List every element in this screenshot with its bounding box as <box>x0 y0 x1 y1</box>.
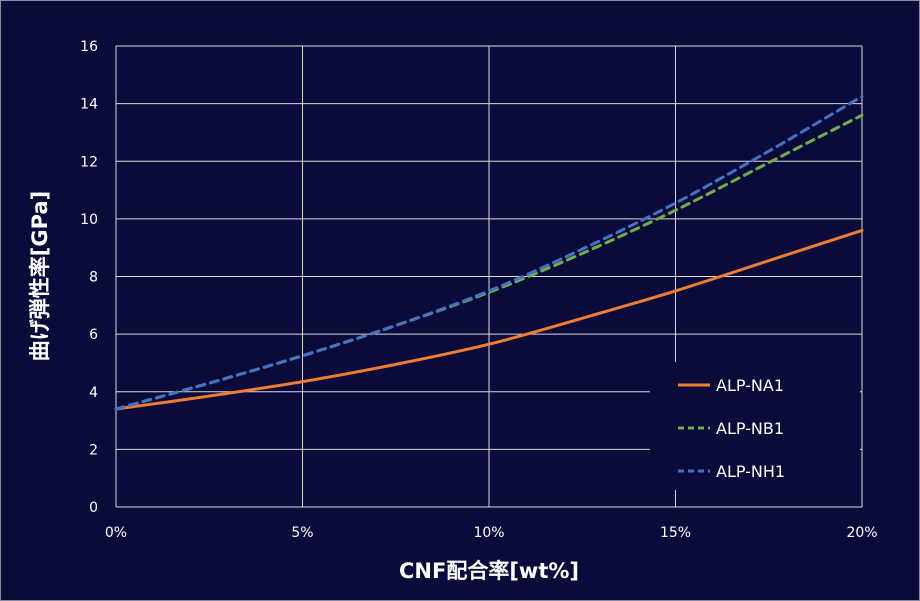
x-tick-label: 15% <box>660 525 691 541</box>
legend-background <box>650 362 860 490</box>
legend-label-alp-nh1: ALP-NH1 <box>716 462 785 481</box>
y-tick-label: 14 <box>80 97 98 113</box>
y-tick-label: 6 <box>89 327 98 343</box>
y-tick-label: 12 <box>80 154 98 170</box>
y-tick-label: 10 <box>80 212 98 228</box>
x-tick-label: 20% <box>846 525 877 541</box>
y-tick-label: 4 <box>89 385 98 401</box>
series-lines <box>114 94 864 411</box>
tick-labels: 0 2 4 6 8 10 12 14 16 0% 5% 10% 15% 20% <box>80 39 877 541</box>
y-tick-label: 0 <box>89 500 98 516</box>
legend-label-alp-na1: ALP-NA1 <box>716 376 784 395</box>
series-line-alp-na1 <box>114 228 864 411</box>
legend: ALP-NA1 ALP-NB1 ALP-NH1 <box>650 362 860 490</box>
y-axis-title: 曲げ弾性率[GPa] <box>28 191 52 361</box>
x-tick-label: 10% <box>473 525 504 541</box>
legend-label-alp-nb1: ALP-NB1 <box>716 419 784 438</box>
y-tick-label: 2 <box>89 442 98 458</box>
y-tick-label: 16 <box>80 39 98 55</box>
x-tick-label: 5% <box>291 525 313 541</box>
series-line-alp-nh1 <box>114 94 864 411</box>
x-axis-title: CNF配合率[wt%] <box>399 559 579 583</box>
x-tick-label: 0% <box>105 525 127 541</box>
y-tick-label: 8 <box>89 270 98 286</box>
grid <box>115 45 863 508</box>
